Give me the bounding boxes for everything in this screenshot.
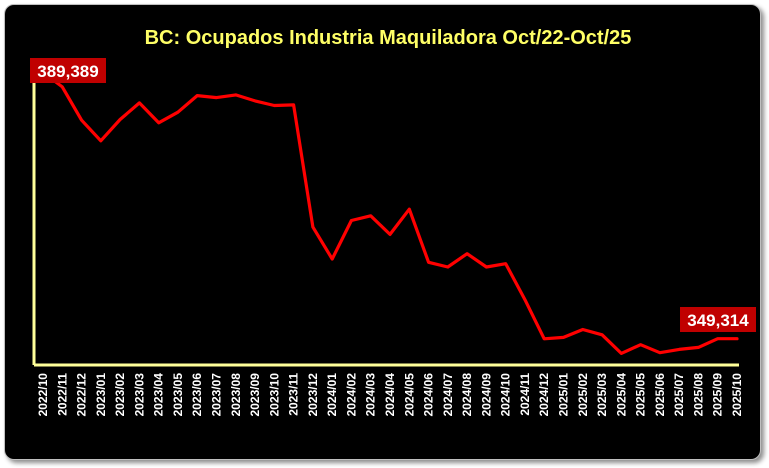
data-label: 389,389 xyxy=(30,58,106,83)
x-tick-label: 2024/11 xyxy=(518,373,532,416)
x-tick-label: 2023/05 xyxy=(171,373,185,417)
data-label-text: 349,314 xyxy=(687,311,749,330)
x-tick-label: 2024/06 xyxy=(422,373,436,417)
x-tick-label: 2025/03 xyxy=(595,373,609,417)
x-tick-label: 2024/02 xyxy=(344,373,358,417)
x-tick-label: 2024/12 xyxy=(537,373,551,417)
x-tick-label: 2024/08 xyxy=(460,373,474,417)
x-tick-label: 2023/09 xyxy=(248,373,262,417)
x-tick-label: 2025/10 xyxy=(730,373,744,417)
x-tick-label: 2024/05 xyxy=(402,373,416,417)
line-chart: BC: Ocupados Industria Maquiladora Oct/2… xyxy=(30,27,756,417)
x-tick-label: 2025/08 xyxy=(691,373,705,417)
x-tick-label: 2023/12 xyxy=(306,373,320,417)
data-labels: 389,389 349,314 xyxy=(30,58,756,332)
x-tick-label: 2023/07 xyxy=(210,373,224,417)
x-tick-labels: 2022/10 2022/11 2022/12 2023/01 2023/02 2023/… xyxy=(36,373,744,417)
x-tick-label: 2025/04 xyxy=(614,373,628,417)
x-tick-label: 2024/09 xyxy=(479,373,493,417)
x-tick-label: 2025/02 xyxy=(576,373,590,417)
x-tick-label: 2023/11 xyxy=(287,373,301,416)
x-tick-label: 2024/04 xyxy=(383,373,397,417)
x-tick-label: 2022/12 xyxy=(75,373,89,417)
axes xyxy=(32,71,739,367)
data-label: 349,314 xyxy=(680,307,756,332)
x-tick-label: 2025/09 xyxy=(711,373,725,417)
x-tick-label: 2022/11 xyxy=(55,373,69,416)
data-label-box xyxy=(680,307,756,332)
x-tick-label: 2025/01 xyxy=(557,373,571,417)
x-tick-label: 2025/05 xyxy=(634,373,648,417)
x-tick-label: 2023/04 xyxy=(152,373,166,417)
x-tick-label: 2024/10 xyxy=(499,373,513,417)
x-tick-label: 2024/07 xyxy=(441,373,455,417)
x-tick-label: 2025/06 xyxy=(653,373,667,417)
x-tick-label: 2023/10 xyxy=(267,373,281,417)
series-line xyxy=(41,70,739,355)
chart-container: BC: Ocupados Industria Maquiladora Oct/2… xyxy=(4,4,761,460)
x-tick-label: 2023/08 xyxy=(229,373,243,417)
data-label-text: 389,389 xyxy=(37,62,98,81)
x-tick-label: 2023/06 xyxy=(190,373,204,417)
x-tick-label: 2023/02 xyxy=(113,373,127,417)
x-tick-label: 2023/01 xyxy=(94,373,108,417)
chart-title: BC: Ocupados Industria Maquiladora Oct/2… xyxy=(145,27,632,49)
x-tick-label: 2024/01 xyxy=(325,373,339,417)
x-tick-label: 2022/10 xyxy=(36,373,50,417)
x-tick-label: 2025/07 xyxy=(672,373,686,417)
x-tick-label: 2023/03 xyxy=(132,373,146,417)
data-label-box xyxy=(30,58,106,83)
x-tick-label: 2024/03 xyxy=(364,373,378,417)
